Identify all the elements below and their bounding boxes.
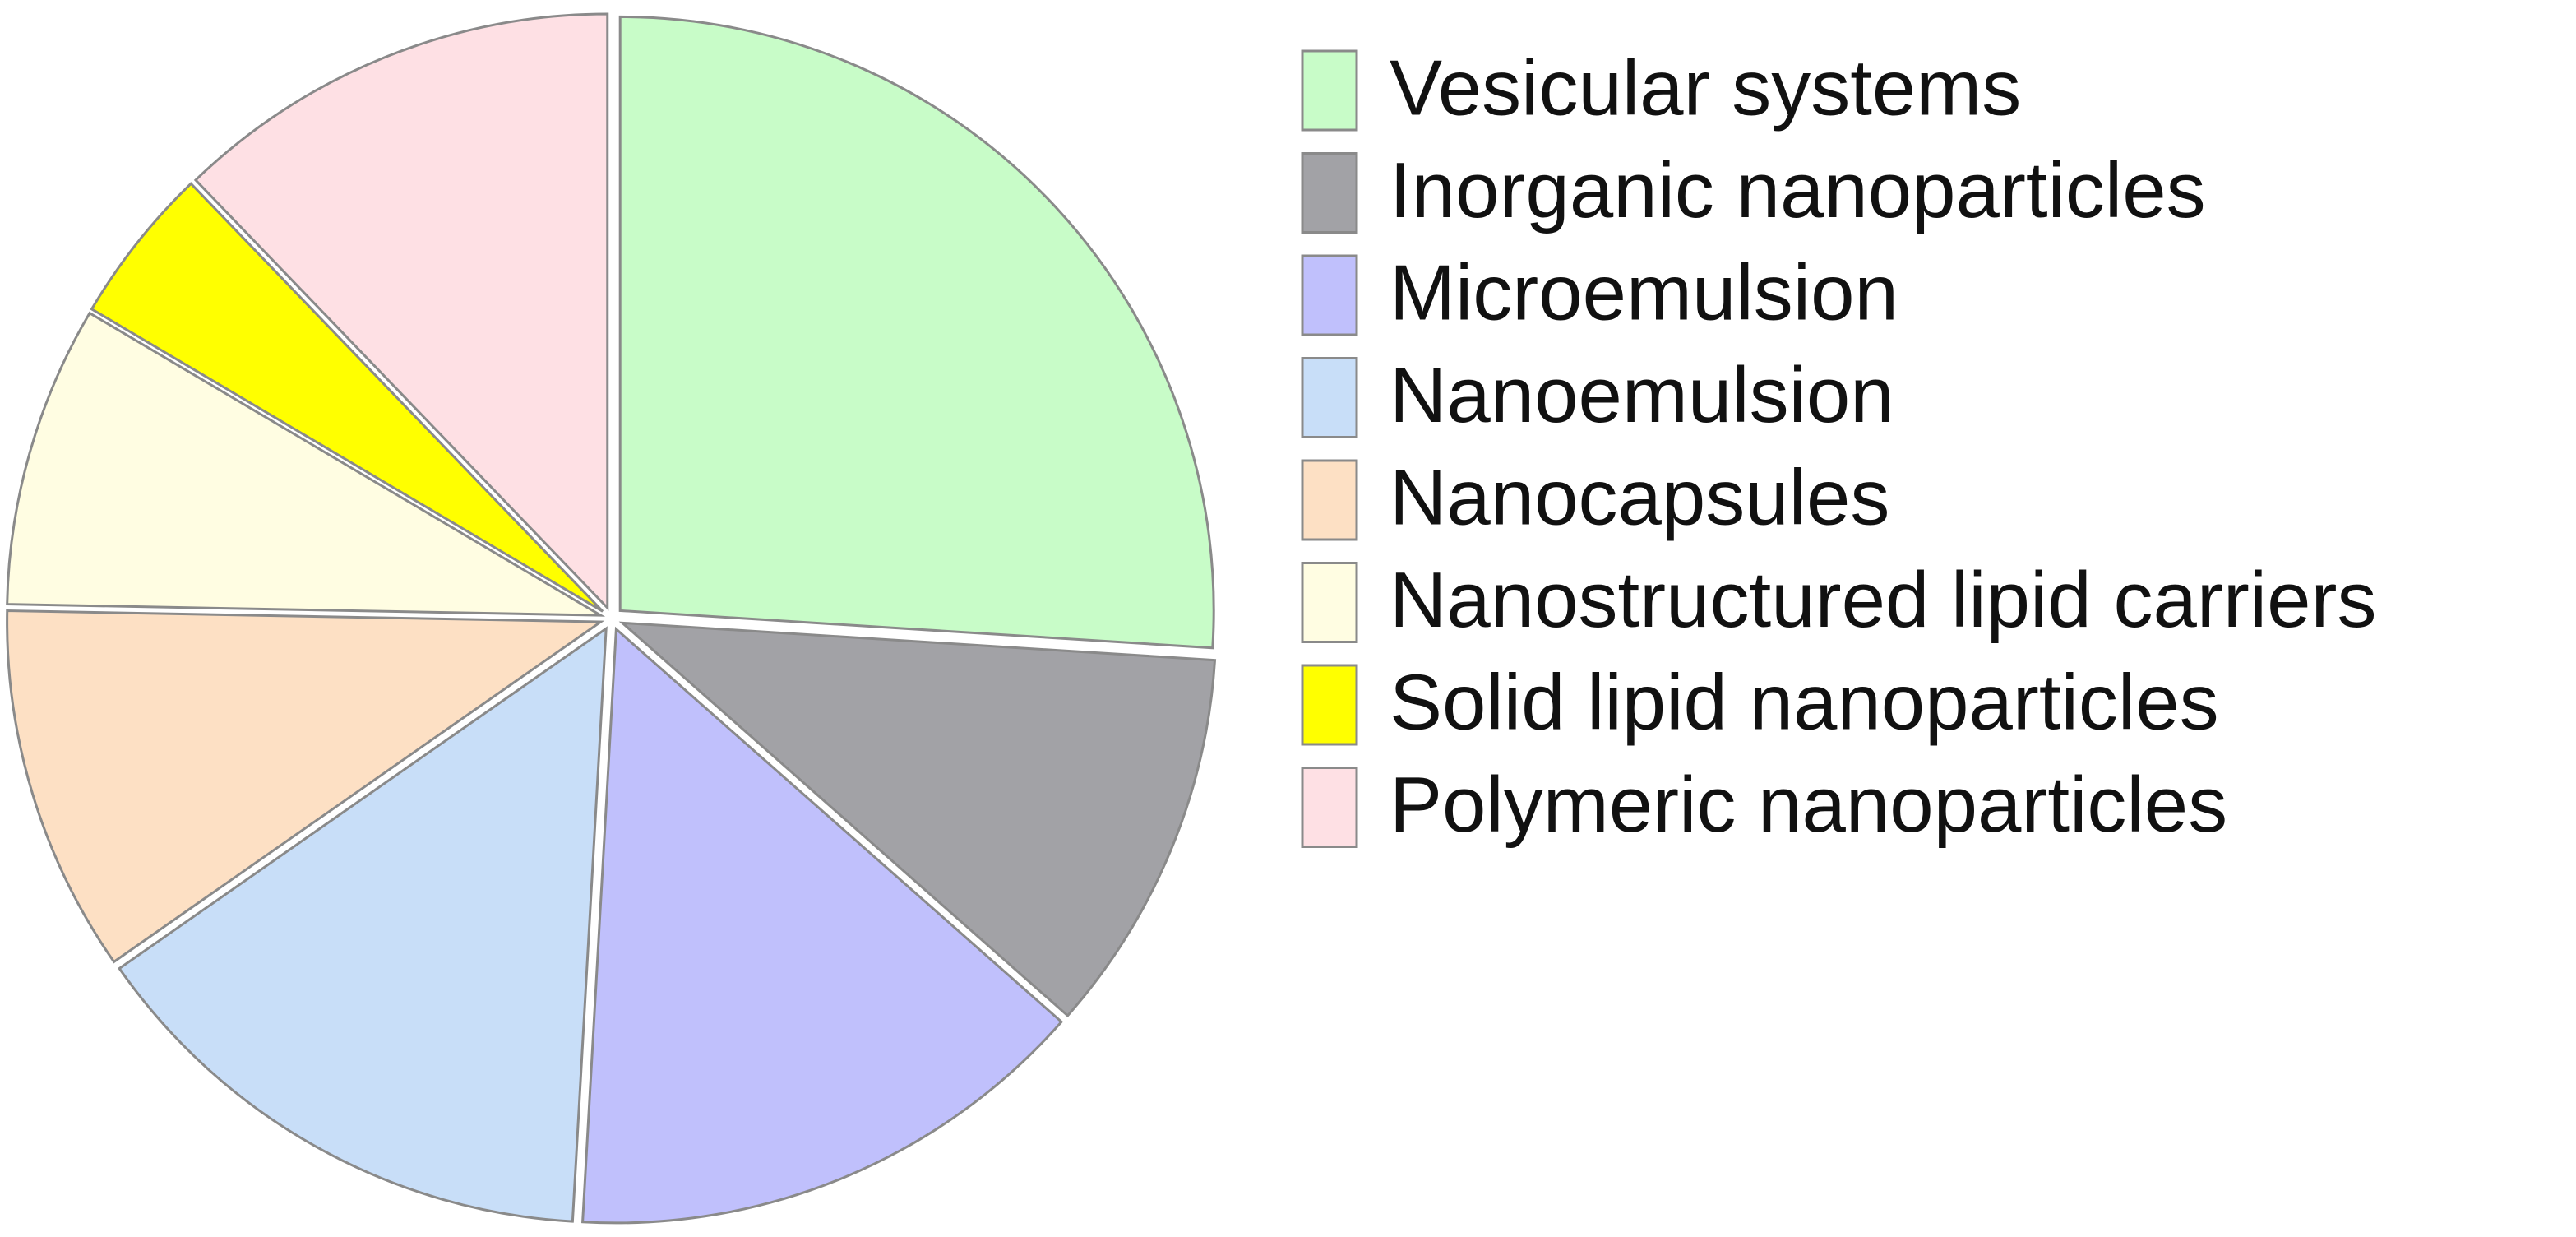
legend-swatch xyxy=(1301,562,1358,643)
pie-slice xyxy=(193,12,609,611)
legend-label: Polymeric nanoparticles xyxy=(1390,761,2227,849)
legend-label: Nanostructured lipid carriers xyxy=(1390,556,2376,644)
pie-slice xyxy=(118,626,608,1223)
legend-label: Inorganic nanoparticles xyxy=(1390,146,2206,234)
legend-label: Microemulsion xyxy=(1390,248,1898,336)
legend-swatch xyxy=(1301,152,1358,234)
legend-swatch xyxy=(1301,459,1358,541)
legend-label: Nanoemulsion xyxy=(1390,351,1894,439)
pie-slice xyxy=(618,15,1215,650)
legend-label: Solid lipid nanoparticles xyxy=(1390,658,2219,746)
pie-slice xyxy=(90,182,604,613)
legend-label: Vesicular systems xyxy=(1390,44,2021,132)
legend-label: Nanocapsules xyxy=(1390,453,1889,541)
pie-slice xyxy=(618,621,1217,1017)
legend-swatch xyxy=(1301,357,1358,438)
pie-slice xyxy=(581,626,1064,1225)
pie-slice xyxy=(6,311,606,617)
legend-swatch xyxy=(1301,664,1358,746)
legend-swatch xyxy=(1301,767,1358,848)
pie-slice xyxy=(6,609,605,964)
legend-swatch xyxy=(1301,254,1358,336)
legend-swatch xyxy=(1301,49,1358,132)
